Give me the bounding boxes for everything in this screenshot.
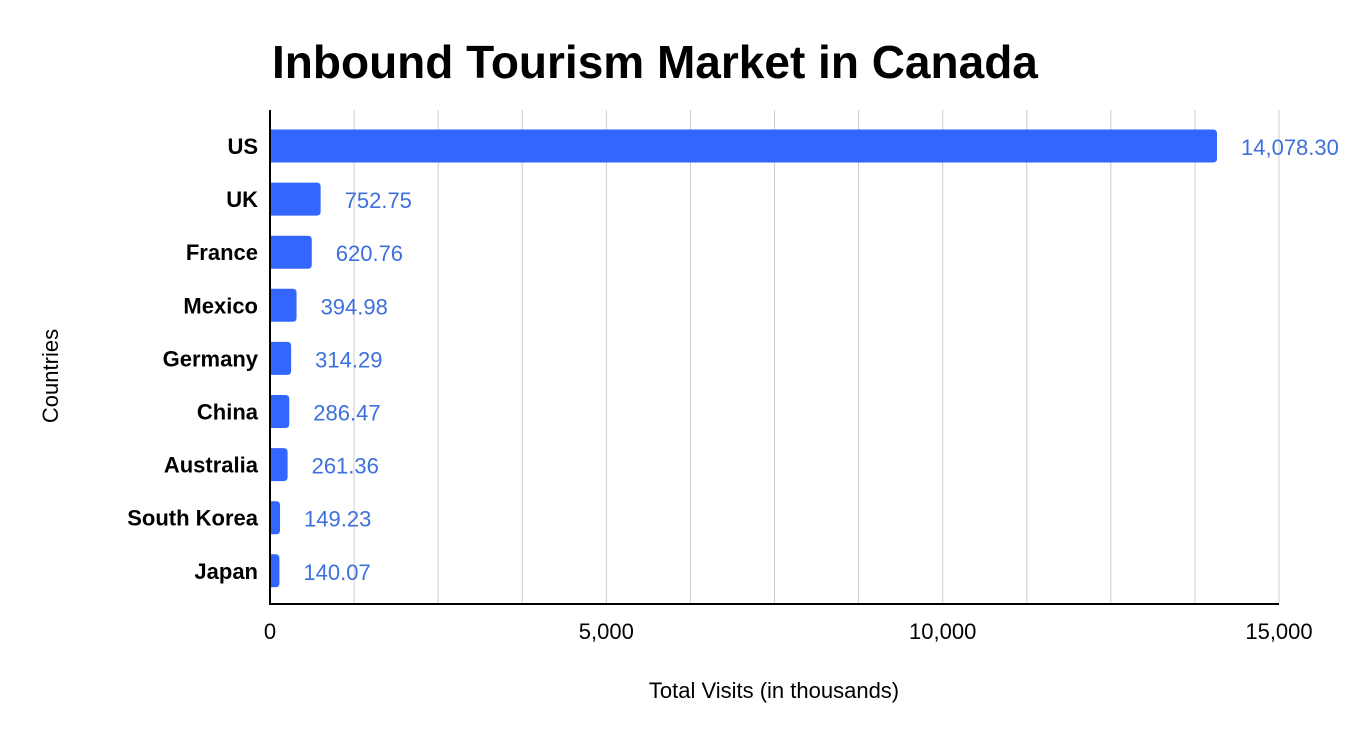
labels: US 14,078.30 UK 752.75 France 620.76 Mexico 394… — [127, 134, 1339, 585]
category-label: South Korea — [127, 506, 259, 531]
bar-australia — [271, 448, 288, 482]
gridlines — [353, 110, 1280, 604]
chart-title: Inbound Tourism Market in Canada — [272, 36, 1038, 88]
data-label: 394.98 — [321, 294, 388, 319]
bar-france — [271, 235, 312, 269]
category-label: France — [186, 240, 258, 265]
category-label: Germany — [163, 346, 259, 371]
category-label: UK — [226, 187, 258, 212]
data-label: 140.07 — [303, 560, 370, 585]
x-tick-labels: 0 5,000 10,000 15,000 — [264, 619, 1313, 644]
data-label: 620.76 — [336, 241, 403, 266]
category-label: China — [197, 400, 259, 425]
bar-south-korea — [271, 501, 281, 535]
data-label: 261.36 — [312, 454, 379, 479]
category-label: US — [227, 134, 258, 159]
data-label: 752.75 — [345, 188, 412, 213]
bar-us — [271, 129, 1218, 163]
bars — [271, 129, 1218, 588]
x-tick-label: 5,000 — [579, 619, 634, 644]
x-tick-label: 15,000 — [1245, 619, 1312, 644]
data-label: 314.29 — [315, 347, 382, 372]
axes — [269, 110, 1279, 605]
y-axis-title: Countries — [38, 329, 63, 423]
data-label: 149.23 — [304, 507, 371, 532]
category-label: Japan — [194, 559, 258, 584]
x-tick-label: 10,000 — [909, 619, 976, 644]
bar-japan — [271, 554, 280, 588]
x-axis-title: Total Visits (in thousands) — [649, 678, 899, 703]
bar-mexico — [271, 288, 297, 322]
x-tick-label: 0 — [264, 619, 276, 644]
category-label: Australia — [164, 453, 259, 478]
data-label: 14,078.30 — [1241, 135, 1339, 160]
bar-china — [271, 395, 290, 428]
data-label: 286.47 — [313, 401, 380, 426]
bar-uk — [271, 182, 321, 216]
bar-germany — [271, 341, 292, 375]
category-label: Mexico — [183, 293, 258, 318]
